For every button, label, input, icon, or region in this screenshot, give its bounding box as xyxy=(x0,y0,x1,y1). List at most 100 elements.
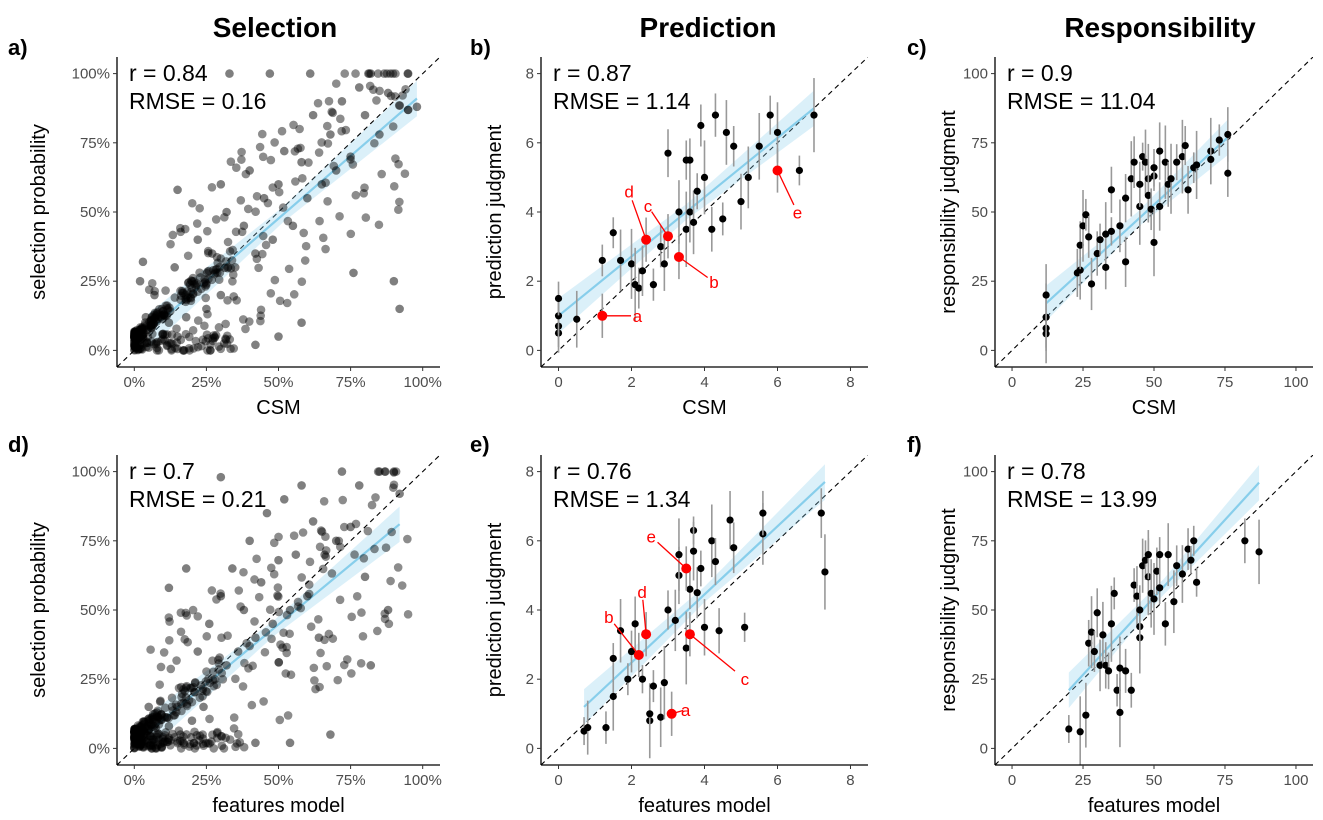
data-point xyxy=(209,265,218,275)
data-point xyxy=(346,522,355,532)
data-point xyxy=(1076,241,1084,249)
panel-f: 0 25 50 75 100 0 25 50 75 100 features model respon… xyxy=(907,432,1313,817)
highlight-label-d: d xyxy=(637,583,646,602)
data-point xyxy=(157,710,166,719)
data-point xyxy=(186,293,196,303)
data-point xyxy=(152,715,162,724)
data-point xyxy=(162,341,172,351)
data-point xyxy=(130,730,140,740)
data-point xyxy=(1104,667,1113,675)
data-point xyxy=(201,293,211,303)
data-point xyxy=(686,208,694,216)
data-point xyxy=(139,324,149,333)
data-point xyxy=(1087,628,1096,636)
data-point xyxy=(210,674,220,684)
data-point xyxy=(394,205,403,215)
data-point xyxy=(1107,620,1116,628)
data-point xyxy=(202,304,211,314)
data-point xyxy=(190,744,200,753)
x-tick-label: 0 xyxy=(1008,374,1016,391)
data-point xyxy=(207,586,217,595)
data-point xyxy=(138,717,148,727)
data-point xyxy=(209,744,219,753)
data-point xyxy=(689,547,698,555)
data-point xyxy=(222,339,232,349)
data-point xyxy=(183,293,193,303)
data-point xyxy=(682,644,690,652)
rmse-stat: RMSE = 1.34 xyxy=(553,486,691,512)
data-point xyxy=(388,483,398,492)
data-point xyxy=(188,326,198,335)
data-point xyxy=(335,542,345,552)
data-point xyxy=(1156,202,1164,211)
data-point xyxy=(1116,664,1124,672)
data-point xyxy=(146,720,156,730)
data-point xyxy=(295,124,304,134)
data-point xyxy=(178,346,188,355)
data-point xyxy=(216,591,226,601)
data-point xyxy=(177,706,186,716)
data-point xyxy=(358,632,368,641)
x-tick-label: 25 xyxy=(1075,374,1092,391)
data-point xyxy=(240,658,249,668)
y-tick-label: 100% xyxy=(72,464,110,481)
highlight-label-a: a xyxy=(633,307,643,326)
highlight-point-a xyxy=(666,708,677,719)
data-point xyxy=(144,724,154,734)
data-point xyxy=(693,187,701,195)
plot-area xyxy=(117,57,440,367)
data-point xyxy=(137,324,147,333)
data-point xyxy=(137,323,147,332)
data-point xyxy=(795,166,803,175)
data-point xyxy=(275,715,285,725)
highlight-point-c xyxy=(684,629,695,640)
data-point xyxy=(229,292,239,301)
data-point xyxy=(1116,708,1124,717)
data-point xyxy=(649,682,658,690)
data-point xyxy=(1042,291,1050,299)
data-point xyxy=(250,575,259,584)
data-point xyxy=(239,567,248,577)
data-point xyxy=(385,69,395,78)
data-point xyxy=(144,716,153,726)
data-point xyxy=(338,495,348,505)
data-point xyxy=(225,335,235,344)
data-point xyxy=(212,728,222,738)
data-point xyxy=(133,725,143,735)
data-point xyxy=(247,700,257,710)
fit-line xyxy=(148,523,401,733)
data-point xyxy=(150,709,160,718)
data-point xyxy=(258,152,268,162)
data-point xyxy=(320,550,329,559)
data-point xyxy=(130,327,140,337)
data-point xyxy=(135,723,145,732)
highlight-label-d: d xyxy=(624,183,633,202)
data-point xyxy=(168,230,178,240)
data-point xyxy=(360,572,370,582)
data-point xyxy=(573,315,581,323)
x-tick-label: 0 xyxy=(1008,772,1016,789)
correlation-stat: r = 0.7 xyxy=(129,458,195,484)
data-point xyxy=(274,658,284,667)
data-point xyxy=(140,320,150,330)
data-point xyxy=(130,730,139,740)
data-point xyxy=(176,627,186,637)
data-point xyxy=(176,223,185,233)
data-point xyxy=(212,268,222,277)
data-point xyxy=(135,741,145,750)
data-point xyxy=(130,734,139,744)
correlation-stat: r = 0.76 xyxy=(553,458,632,484)
y-axis-title: prediction judgment xyxy=(484,522,506,697)
data-point xyxy=(205,346,215,355)
data-point xyxy=(323,197,332,206)
data-point xyxy=(221,733,230,743)
data-point xyxy=(217,741,227,750)
data-point xyxy=(304,158,313,167)
data-point xyxy=(238,682,248,691)
data-point xyxy=(134,733,143,742)
data-point xyxy=(164,733,174,743)
data-point xyxy=(616,256,625,265)
data-point xyxy=(262,508,272,518)
data-point xyxy=(181,329,191,339)
data-point xyxy=(181,295,191,305)
